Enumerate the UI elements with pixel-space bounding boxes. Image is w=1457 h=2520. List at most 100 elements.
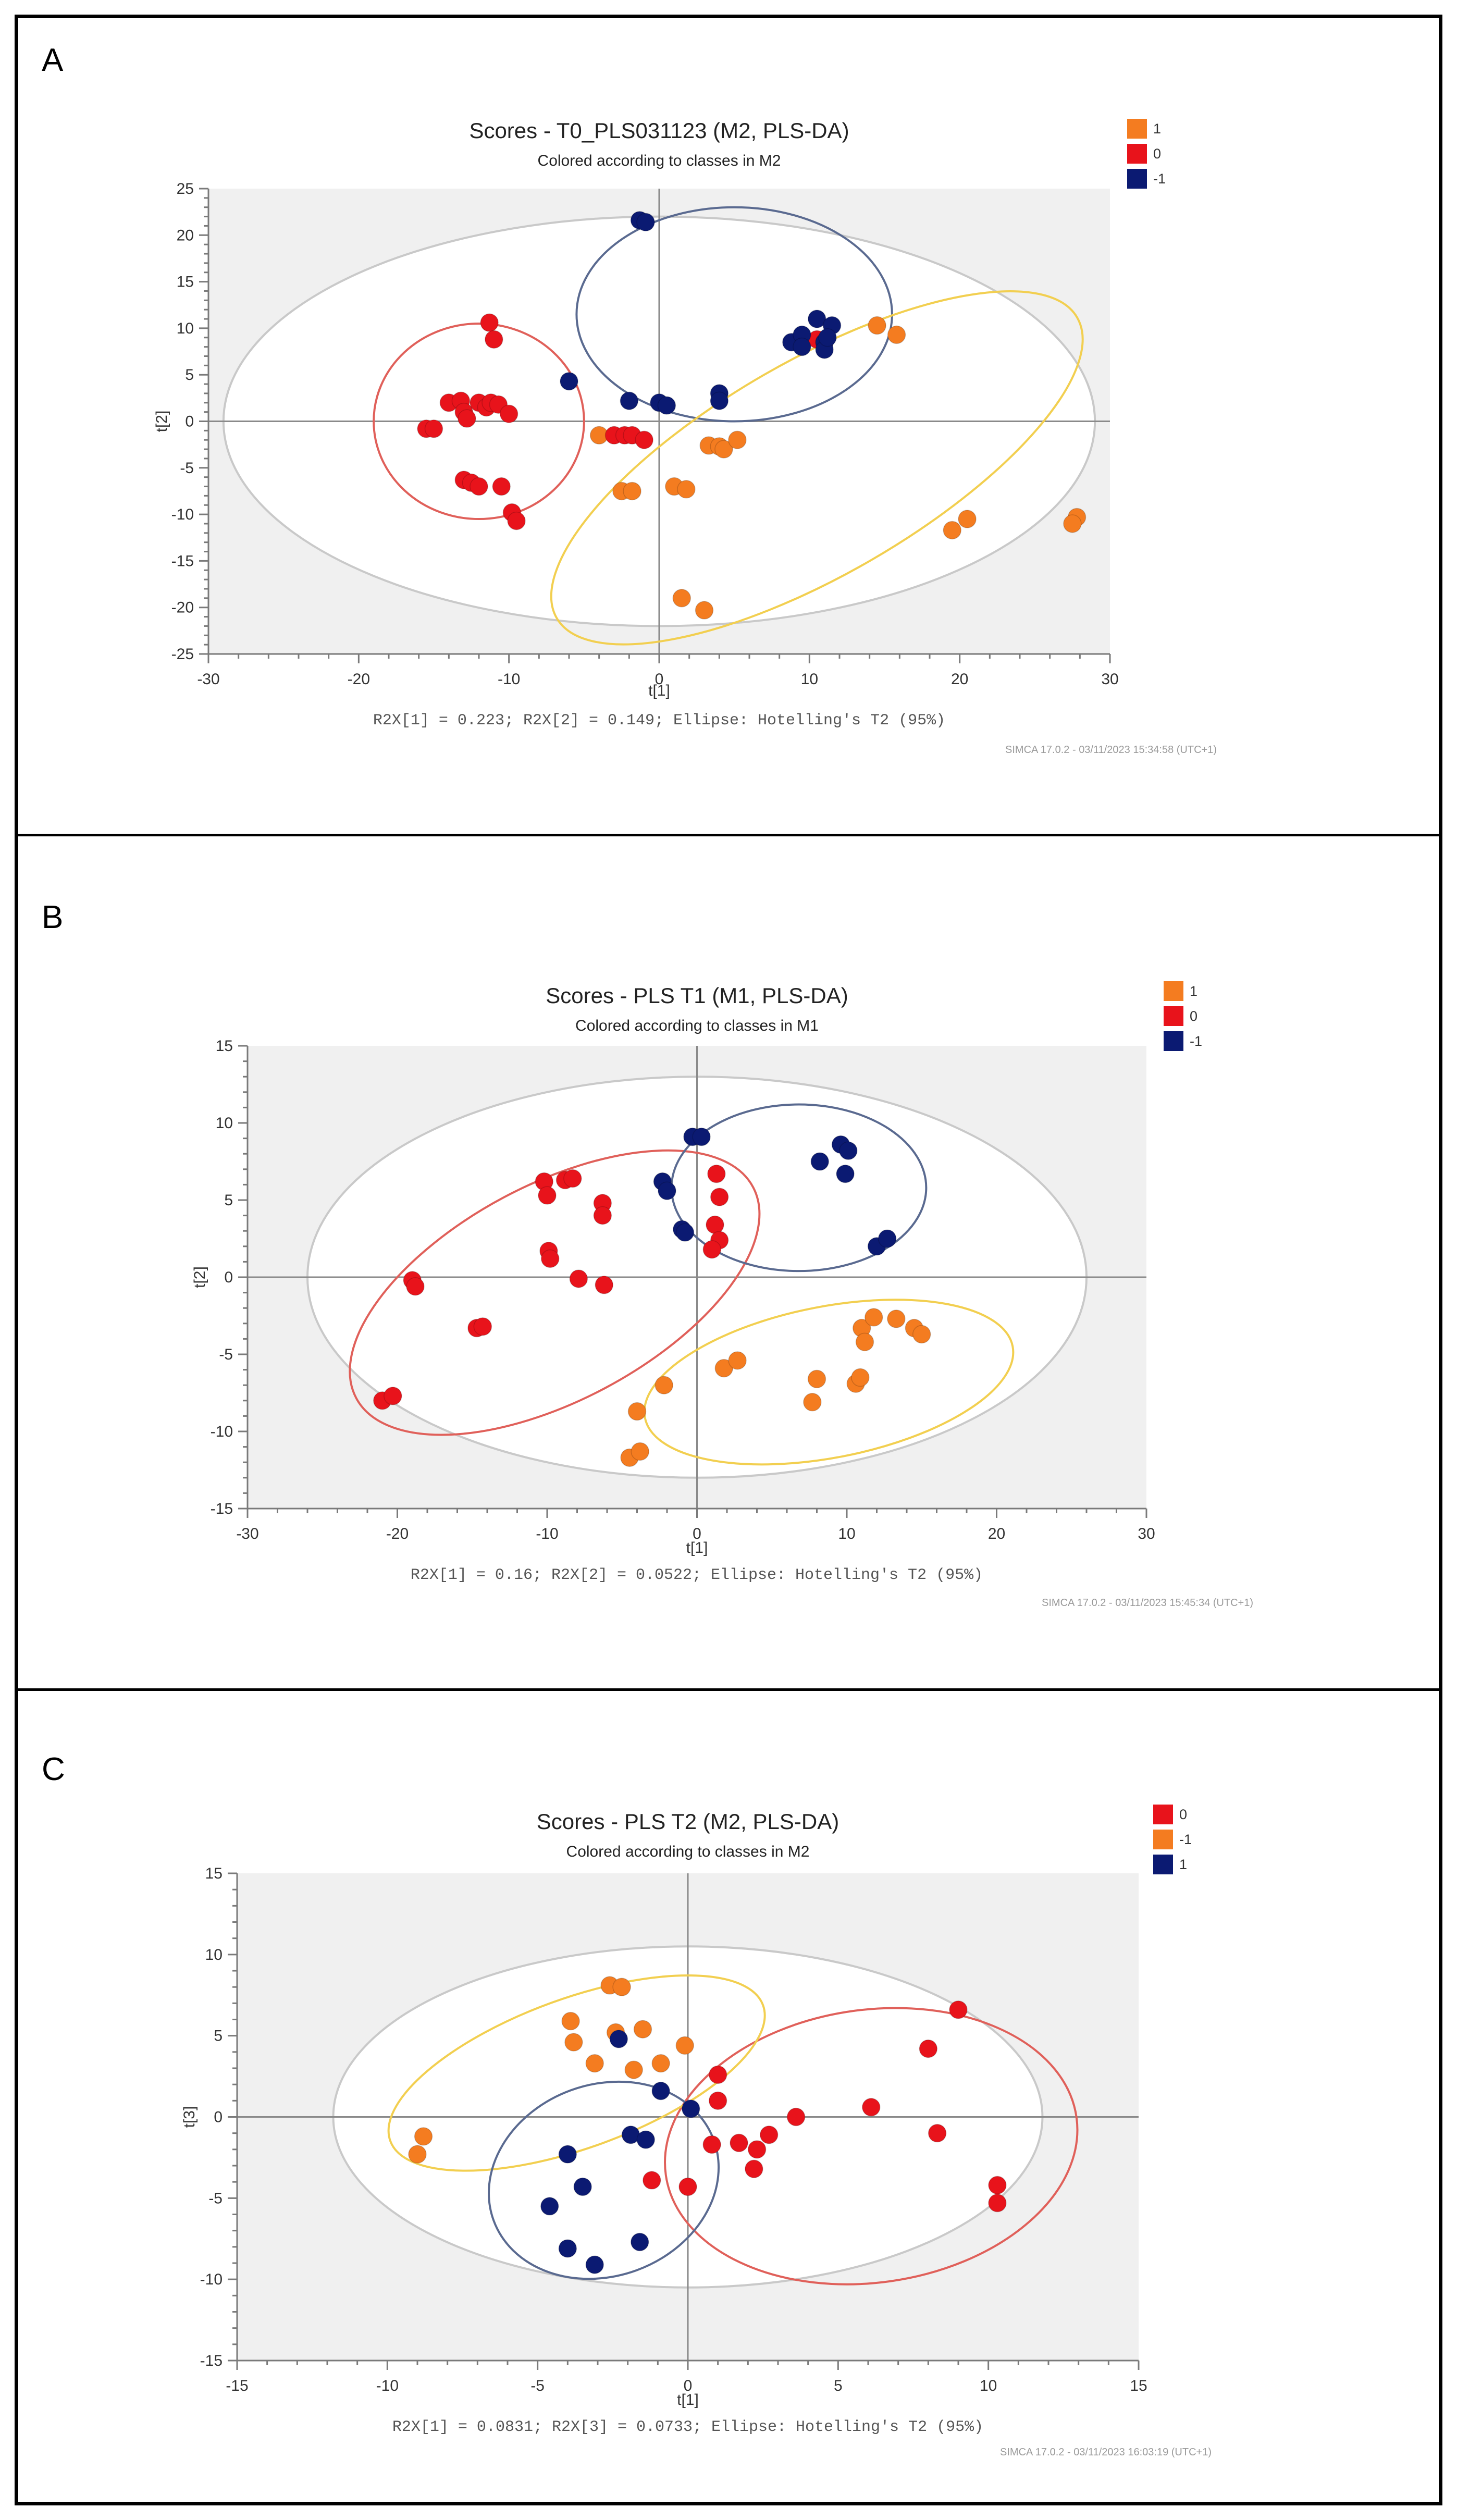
score-point-class-1 xyxy=(540,2197,559,2216)
y-tick-label: 10 xyxy=(216,1115,233,1132)
score-point-class--1 xyxy=(585,2054,604,2073)
y-tick-label: 10 xyxy=(205,1946,223,1963)
x-tick-label: 0 xyxy=(684,2377,693,2394)
score-point-class-1 xyxy=(943,521,961,540)
score-point-class-1 xyxy=(655,1376,673,1394)
x-tick-label: 0 xyxy=(693,1525,701,1542)
legend-swatch xyxy=(1127,144,1147,164)
score-point-class-1 xyxy=(682,2099,700,2118)
y-tick-label: -5 xyxy=(180,460,194,477)
y-tick-label: 0 xyxy=(185,413,194,430)
score-point-class-0 xyxy=(949,2000,968,2019)
chart-subtitle: Colored according to classes in M2 xyxy=(566,1843,810,1860)
score-point-class-1 xyxy=(636,2130,656,2149)
class-ellipse-0 xyxy=(373,322,585,521)
score-point-class-0 xyxy=(708,2065,727,2084)
score-point-class-1 xyxy=(728,430,747,449)
score-point-class-1 xyxy=(558,2145,577,2164)
score-point-class--1 xyxy=(612,1978,631,1996)
class-ellipse-1 xyxy=(550,290,1084,646)
score-point-class--1 xyxy=(675,1223,695,1242)
x-tick-label: 20 xyxy=(988,1525,1005,1542)
y-tick-label: -25 xyxy=(171,646,194,663)
r2x-footnote: R2X[1] = 0.16; R2X[2] = 0.0522; Ellipse:… xyxy=(411,1566,983,1584)
y-tick-label: -10 xyxy=(211,1423,233,1440)
x-tick-label: 20 xyxy=(951,671,968,688)
score-point-class-1 xyxy=(807,1369,826,1389)
y-tick-label: 5 xyxy=(214,2028,223,2045)
score-point-class-1 xyxy=(868,316,886,335)
x-tick-label: 30 xyxy=(1101,671,1118,688)
x-tick-label: 15 xyxy=(1130,2377,1147,2394)
score-point-class--1 xyxy=(657,396,676,415)
legend-label: 1 xyxy=(1179,1857,1187,1872)
legend-swatch xyxy=(1153,1805,1173,1824)
legend-label: 1 xyxy=(1153,121,1161,137)
x-tick-label: -20 xyxy=(386,1525,409,1542)
score-point-class-0 xyxy=(485,330,503,349)
r2x-footnote: R2X[1] = 0.223; R2X[2] = 0.149; Ellipse:… xyxy=(373,712,945,730)
score-point-class--1 xyxy=(624,2060,643,2079)
score-point-class-1 xyxy=(695,601,714,620)
y-tick-label: 5 xyxy=(224,1192,233,1209)
y-tick-label: -15 xyxy=(211,1500,233,1517)
score-point-class-1 xyxy=(627,1402,647,1421)
x-tick-label: 10 xyxy=(980,2377,997,2394)
score-point-class-0 xyxy=(862,2098,881,2117)
scores-plot-b: -30 -20 -10 0 10 20 30151050-5-10-15t[1]t[2]Sc… xyxy=(191,981,1253,1609)
score-point-class-0 xyxy=(470,477,488,496)
score-point-class--1 xyxy=(564,2033,583,2052)
legend-label: 0 xyxy=(1179,1807,1187,1822)
x-axis-label: t[1] xyxy=(686,1539,708,1557)
score-point-class-0 xyxy=(563,1169,582,1188)
y-tick-label: -5 xyxy=(219,1346,233,1363)
score-point-class-0 xyxy=(710,1188,729,1206)
x-tick-label: -30 xyxy=(197,671,219,688)
software-stamp: SIMCA 17.0.2 - 03/11/2023 15:45:34 (UTC+… xyxy=(1042,1597,1253,1609)
score-point-class--1 xyxy=(839,1141,858,1160)
software-stamp: SIMCA 17.0.2 - 03/11/2023 16:03:19 (UTC+… xyxy=(1000,2447,1212,2458)
panel-letter-c: C xyxy=(42,1751,65,1787)
score-point-class-1 xyxy=(958,510,977,528)
figure-frame: A B C -30 -20 -10 0 10 20 30 25 20 15 10 5 0 -5 -10 -15… xyxy=(15,15,1442,2505)
y-axis-label: t[2] xyxy=(153,411,170,433)
class-ellipse-1 xyxy=(643,1299,1015,1466)
y-tick-label: 25 xyxy=(177,180,194,197)
x-tick-label: -30 xyxy=(236,1525,258,1542)
x-tick-label: 5 xyxy=(834,2377,843,2394)
y-axis-label: t[2] xyxy=(191,1266,208,1288)
score-point-class-0 xyxy=(919,2039,938,2058)
legend-swatch xyxy=(1127,119,1147,139)
panel-divider xyxy=(18,1688,1439,1691)
score-point-class-0 xyxy=(643,2171,661,2190)
legend-swatch xyxy=(1164,1006,1183,1026)
score-point-class-0 xyxy=(928,2123,947,2143)
legend-label: -1 xyxy=(1153,171,1166,187)
x-tick-label: -10 xyxy=(536,1525,558,1542)
score-point-class--1 xyxy=(408,2145,427,2164)
panel-letter-b: B xyxy=(42,899,64,935)
score-point-class-0 xyxy=(480,313,499,332)
y-tick-label: -10 xyxy=(200,2271,223,2288)
score-point-class--1 xyxy=(636,213,655,232)
x-tick-label: -20 xyxy=(348,671,370,688)
y-tick-label: -15 xyxy=(171,552,194,570)
y-tick-label: -20 xyxy=(171,599,194,616)
y-axis-label: t[3] xyxy=(181,2106,198,2128)
score-point-class-0 xyxy=(747,2140,767,2159)
score-point-class-0 xyxy=(595,1276,613,1294)
panel-letter-a: A xyxy=(42,42,64,78)
y-tick-label: 0 xyxy=(214,2109,223,2126)
score-point-class--1 xyxy=(561,2011,580,2031)
chart-subtitle: Colored according to classes in M2 xyxy=(538,152,781,169)
score-point-class-0 xyxy=(507,511,526,530)
score-point-class-1 xyxy=(714,1358,733,1378)
score-point-class--1 xyxy=(658,1181,676,1200)
score-point-class-1 xyxy=(851,1368,870,1387)
score-point-class-0 xyxy=(541,1249,560,1268)
y-tick-label: 15 xyxy=(216,1037,233,1055)
legend-swatch xyxy=(1164,1031,1183,1051)
y-tick-label: -15 xyxy=(200,2352,223,2369)
score-point-class-0 xyxy=(424,419,443,438)
chart-title: Scores - T0_PLS031123 (M2, PLS-DA) xyxy=(469,118,849,143)
